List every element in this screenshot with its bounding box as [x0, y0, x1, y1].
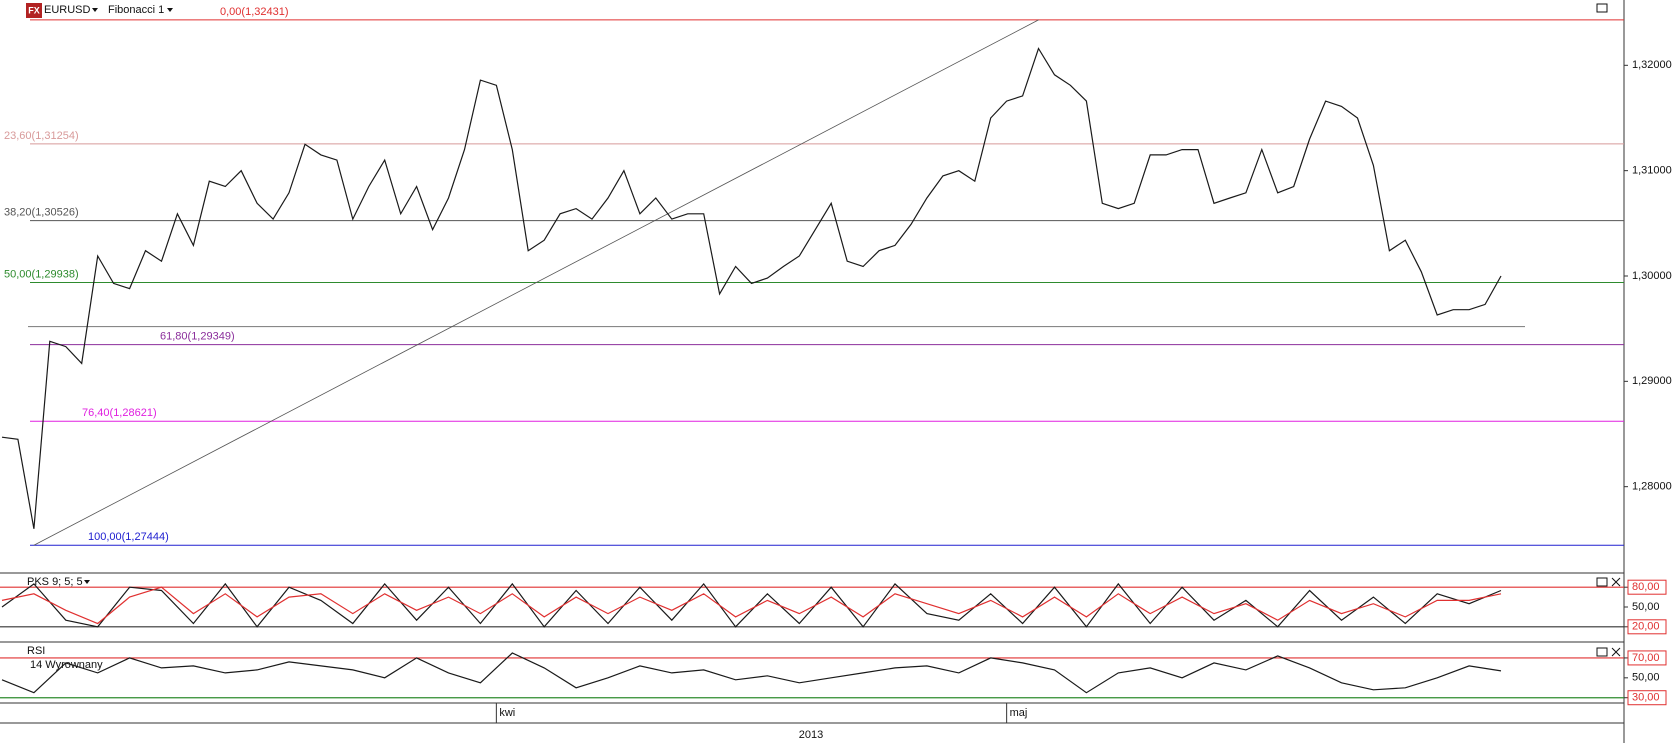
level-label-box [1627, 650, 1667, 666]
y-tick-label: 50,00 [1632, 601, 1660, 613]
fib-label: 38,20(1,30526) [4, 206, 79, 218]
trend-line [33, 19, 1039, 546]
close-button[interactable] [1611, 647, 1621, 657]
fib-label: 0,00(1,32431) [220, 6, 289, 18]
panel-title: RSI [27, 645, 45, 657]
close-button[interactable] [1611, 577, 1621, 587]
fib-label: 23,60(1,31254) [4, 130, 79, 142]
oscillator-line [1, 652, 1502, 694]
level-label-box [1627, 579, 1667, 595]
fib-label: 76,40(1,28621) [82, 407, 157, 419]
maximize-button[interactable] [1596, 3, 1608, 13]
level-label-box [1627, 690, 1667, 706]
y-tick-label: 80,00 [1632, 581, 1660, 593]
dropdown-arrow[interactable] [84, 580, 90, 584]
x-tick-label: kwi [499, 707, 515, 719]
y-tick-label: 70,00 [1632, 652, 1660, 664]
maximize-button[interactable] [1596, 647, 1608, 657]
fib-label: 100,00(1,27444) [88, 531, 169, 543]
level-label-box [1627, 619, 1667, 635]
y-tick-label: 1,28000 [1632, 481, 1672, 493]
y-tick-label: 50,00 [1632, 672, 1660, 684]
logo-box [26, 3, 42, 18]
dropdown-arrow[interactable] [92, 8, 98, 12]
fib-label: 61,80(1,29349) [160, 330, 235, 342]
panel-subtitle: 14 Wyrownany [30, 659, 103, 671]
y-tick-label: 1,32000 [1632, 59, 1672, 71]
x-year-label: 2013 [799, 729, 823, 741]
oscillator-line [1, 586, 1502, 625]
price-line [1, 47, 1502, 529]
fib-label: 50,00(1,29938) [4, 268, 79, 280]
oscillator-line [1, 582, 1502, 628]
y-tick-label: 1,31000 [1632, 165, 1672, 177]
y-tick-label: 1,30000 [1632, 270, 1672, 282]
symbol[interactable]: EURUSD [44, 4, 91, 16]
maximize-button[interactable] [1596, 577, 1608, 587]
x-tick-label: maj [1010, 707, 1028, 719]
y-tick-label: 30,00 [1632, 692, 1660, 704]
study-name[interactable]: Fibonacci 1 [108, 4, 164, 16]
y-tick-label: 20,00 [1632, 621, 1660, 633]
logo: FX [28, 5, 40, 15]
panel-title: PKS 9; 5; 5 [27, 576, 83, 588]
y-tick-label: 1,29000 [1632, 375, 1672, 387]
dropdown-arrow[interactable] [167, 8, 173, 12]
